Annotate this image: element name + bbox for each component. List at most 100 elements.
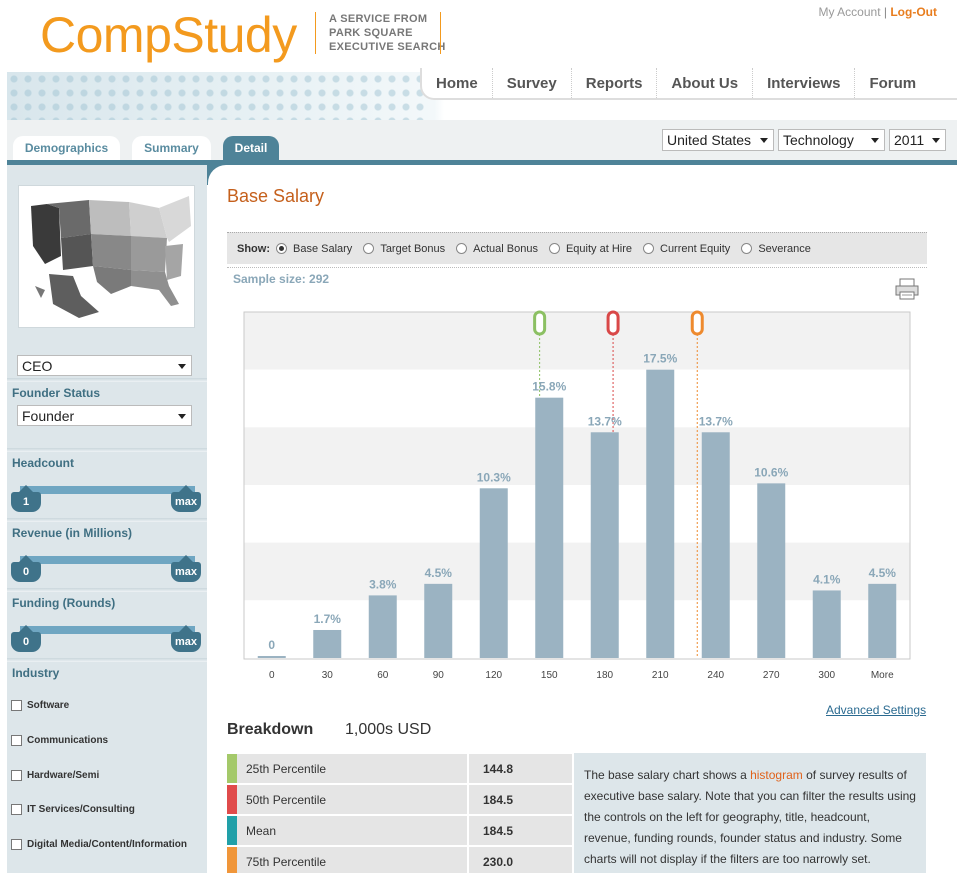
industry-option-communications[interactable]: Communications [11, 735, 108, 746]
headcount-min-handle[interactable]: 1 [11, 485, 41, 512]
chart-data-label: 3.8% [369, 577, 397, 591]
founder-status-select[interactable]: Founder [17, 405, 192, 426]
funding-slider-track[interactable] [20, 626, 195, 634]
sidebar-divider [7, 448, 207, 452]
chart-data-label: 15.8% [532, 380, 566, 394]
breakdown-value: 184.5 [467, 816, 572, 845]
founder-status-value: Founder [22, 407, 75, 424]
chart-bar[interactable] [313, 629, 342, 658]
chart-x-tick-label: 120 [485, 670, 502, 681]
chart-bar[interactable] [479, 488, 508, 658]
nav-home[interactable]: Home [422, 68, 493, 98]
show-option-severance[interactable]: Severance [741, 243, 811, 255]
radio-selected-icon[interactable] [276, 243, 287, 254]
radio-icon[interactable] [741, 243, 753, 254]
chart-bar[interactable] [535, 397, 564, 658]
show-option-base-salary[interactable]: Base Salary [276, 243, 352, 255]
compstudy-logo[interactable]: CompStudy [40, 7, 297, 63]
sidebar-divider [7, 588, 207, 592]
checkbox[interactable] [11, 839, 22, 850]
show-option-label: Current Equity [660, 242, 731, 255]
revenue-slider-track[interactable] [20, 556, 195, 564]
show-option-current-equity[interactable]: Current Equity [643, 243, 730, 255]
nav-forum[interactable]: Forum [869, 74, 917, 92]
checkbox[interactable] [11, 700, 22, 711]
chart-data-label: 4.5% [869, 566, 897, 580]
show-option-target-bonus[interactable]: Target Bonus [363, 243, 445, 255]
headcount-slider-track[interactable] [20, 486, 195, 494]
chart-bar[interactable] [424, 583, 453, 658]
industry-option-it-services[interactable]: IT Services/Consulting [11, 804, 135, 815]
my-account-link[interactable]: My Account [818, 5, 881, 19]
nav-reports[interactable]: Reports [572, 68, 658, 98]
radio-icon[interactable] [363, 243, 375, 254]
year-select-value: 2011 [894, 132, 925, 148]
chart-bar[interactable] [368, 595, 397, 658]
industry-option-software[interactable]: Software [11, 700, 69, 711]
us-map[interactable] [18, 185, 195, 328]
tagline-divider [440, 12, 441, 54]
tab-detail[interactable]: Detail [223, 136, 279, 160]
tab-demographics[interactable]: Demographics [13, 136, 120, 160]
tab-bar-underline [7, 160, 957, 165]
show-option-actual-bonus[interactable]: Actual Bonus [456, 243, 538, 255]
breakdown-value: 230.0 [467, 847, 572, 873]
headcount-max-handle[interactable]: max [171, 485, 201, 512]
breakdown-title: Breakdown [227, 721, 314, 738]
checkbox[interactable] [11, 735, 22, 746]
country-select[interactable]: United States [662, 129, 774, 151]
chart-data-label: 0 [268, 638, 275, 652]
chart-data-label: 13.7% [699, 414, 733, 428]
chart-bar[interactable] [757, 483, 786, 658]
show-label: Show: [237, 242, 270, 255]
chart-grid-band [244, 369, 910, 428]
checkbox[interactable] [11, 770, 22, 781]
percentile-marker-pin[interactable] [533, 310, 547, 336]
nav-survey[interactable]: Survey [493, 68, 572, 98]
funding-max-handle[interactable]: max [171, 625, 201, 652]
founder-status-label: Founder Status [12, 386, 101, 400]
chevron-down-icon [760, 138, 768, 143]
funding-min-handle[interactable]: 0 [11, 625, 41, 652]
page-title: Base Salary [227, 186, 325, 206]
tab-summary[interactable]: Summary [132, 136, 211, 160]
industry-option-hardware[interactable]: Hardware/Semi [11, 770, 99, 781]
note-text: The base salary chart shows a [584, 768, 751, 782]
nav-about-us[interactable]: About Us [657, 68, 754, 98]
nav-interviews[interactable]: Interviews [753, 68, 856, 98]
show-option-label: Base Salary [293, 242, 353, 255]
sector-select[interactable]: Technology [778, 129, 885, 151]
printer-icon-svg [895, 278, 919, 300]
percentile-marker-pin[interactable] [606, 310, 620, 336]
industry-option-digital-media[interactable]: Digital Media/Content/Information [11, 839, 187, 850]
title-select[interactable]: CEO [17, 355, 192, 376]
chart-bar[interactable] [257, 656, 286, 658]
chart-data-label: 4.5% [425, 566, 453, 580]
chart-bar[interactable] [590, 432, 619, 658]
radio-icon[interactable] [643, 243, 654, 254]
percentile-marker-pin[interactable] [690, 310, 704, 336]
revenue-max-handle[interactable]: max [171, 555, 201, 582]
chart-bar[interactable] [701, 432, 730, 658]
advanced-settings-link[interactable]: Advanced Settings [826, 703, 927, 717]
show-option-equity-at-hire[interactable]: Equity at Hire [548, 243, 632, 255]
breakdown-swatch [227, 847, 237, 873]
radio-icon[interactable] [456, 243, 468, 254]
chart-bar[interactable] [812, 590, 841, 658]
banner-pattern [7, 72, 427, 120]
chart-bar[interactable] [646, 369, 675, 658]
chart-x-tick-label: 30 [322, 670, 334, 681]
logout-link[interactable]: Log-Out [890, 5, 937, 19]
histogram-link[interactable]: histogram [750, 768, 803, 782]
revenue-min-handle[interactable]: 0 [11, 555, 41, 582]
chart-data-label: 13.7% [588, 414, 622, 428]
country-select-value: United States [667, 132, 752, 148]
chart-data-label: 1.7% [314, 612, 342, 626]
industry-label: Industry [12, 666, 60, 680]
main-nav: Home Survey Reports About Us Interviews … [420, 68, 957, 100]
year-select[interactable]: 2011 [889, 129, 946, 151]
chart-bar[interactable] [868, 583, 897, 658]
radio-icon[interactable] [548, 243, 560, 254]
printer-icon[interactable] [895, 278, 919, 300]
checkbox[interactable] [11, 804, 22, 815]
